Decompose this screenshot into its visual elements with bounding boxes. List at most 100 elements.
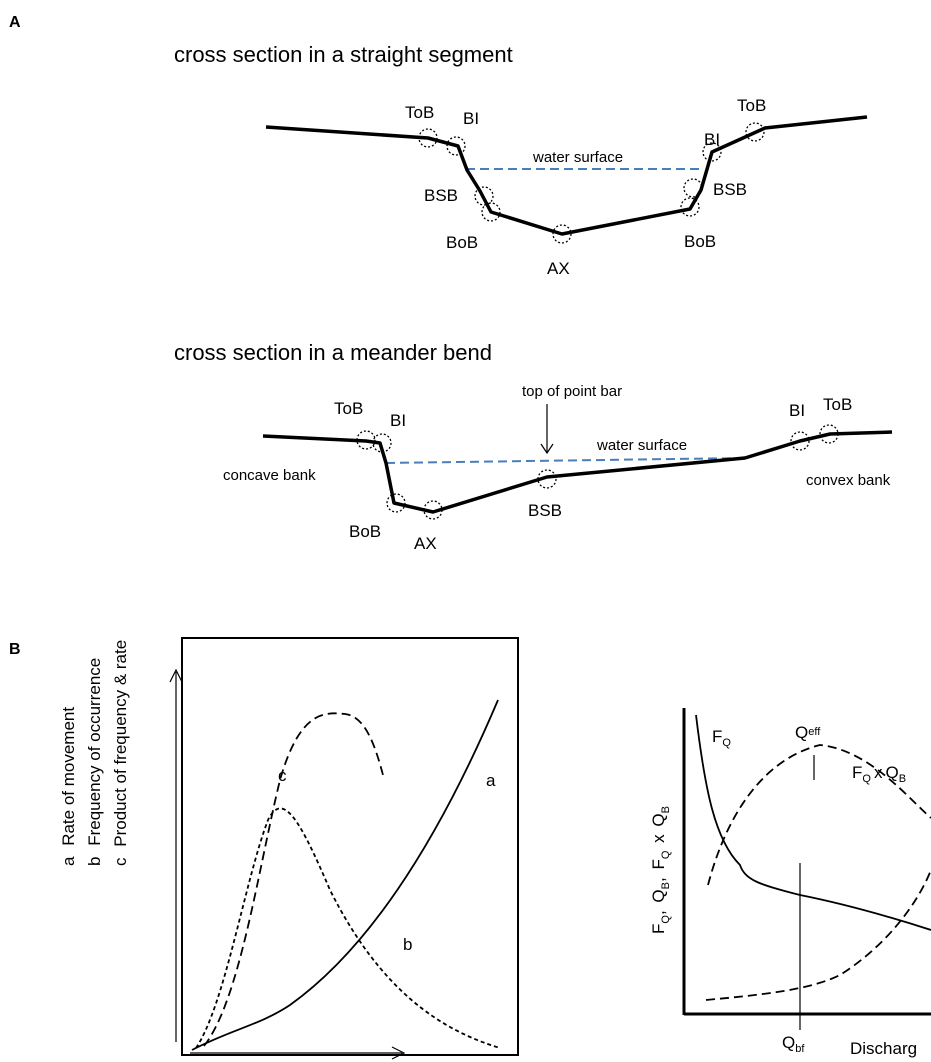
straight-bsb-right-marker — [683, 178, 703, 198]
meander-ax-label: AX — [414, 534, 437, 553]
ylab-comma1: , — [649, 910, 668, 915]
curve-fq-x-qb — [707, 744, 931, 886]
legend-item-c: c Product of frequency & rate — [111, 640, 130, 866]
left-plot-frame — [181, 637, 519, 1056]
left-plot: a Rate of movement b Frequency of occurr… — [59, 637, 519, 1060]
straight-tob-left-marker — [418, 128, 438, 148]
legend-item-b: b Frequency of occurrence — [85, 658, 104, 866]
curve-c-label: c — [278, 766, 287, 785]
straight-bsb-left-marker — [474, 186, 494, 206]
curve-a-label: a — [486, 771, 496, 790]
ylab-comma2: , — [649, 877, 668, 882]
meander-cross-section: cross section in a meander bend top of p… — [174, 340, 893, 553]
legend-b-key: b — [85, 857, 104, 866]
meander-tob-left-marker — [356, 430, 376, 450]
q-eff-label: Qeff — [795, 723, 821, 742]
meander-tob-right-marker — [819, 424, 839, 444]
meander-tob-right-label: ToB — [823, 395, 852, 414]
legend-c-text: Product of frequency & rate — [111, 640, 130, 847]
fqxqb-q: Q — [862, 773, 871, 785]
discharge-axis-label: Discharg — [850, 1039, 917, 1058]
fqxqb-b: B — [899, 773, 906, 785]
curve-b-label: b — [403, 935, 412, 954]
ylab-f1: F — [649, 924, 668, 934]
straight-bi-left-label: BI — [463, 109, 479, 128]
curve-b-frequency — [195, 807, 501, 1049]
q-bf-label: Qbf — [782, 1033, 805, 1055]
legend-c-group: c Product of frequency & rate — [111, 640, 130, 866]
legend-a-key: a — [59, 856, 78, 866]
straight-ax-marker — [552, 224, 572, 244]
meander-channel-profile — [262, 430, 893, 514]
meander-water-surface-label: water surface — [596, 437, 687, 454]
straight-bsb-left-label: BSB — [424, 186, 458, 205]
straight-bob-right-label: BoB — [684, 232, 716, 251]
legend-item-a: a Rate of movement — [59, 707, 78, 866]
concave-bank-label: concave bank — [223, 467, 316, 484]
q-eff-sub: eff — [808, 726, 821, 738]
ylab-b1: B — [660, 882, 672, 889]
ylab-q2: Q — [649, 889, 668, 902]
meander-bsb-marker — [537, 469, 557, 489]
right-plot: FQ, QB, FQ x QB FQ Qeff FQ x QB Qbf D — [649, 708, 931, 1058]
ylab-b2: B — [660, 806, 672, 813]
left-y-arrow-head — [169, 668, 183, 683]
straight-title: cross section in a straight segment — [174, 42, 513, 67]
ylab-q3: Q — [660, 850, 672, 859]
straight-bi-right-label: BI — [704, 130, 720, 149]
straight-bi-right-marker — [702, 142, 722, 162]
fqxqb-f: F — [852, 763, 862, 782]
meander-tob-left-label: ToB — [334, 399, 363, 418]
fq-x-qb-label: FQ x QB — [852, 763, 906, 785]
meander-bi-left-label: BI — [390, 411, 406, 430]
left-plot-legend: a Rate of movement — [59, 707, 78, 866]
curve-c-product — [203, 712, 384, 1047]
fqxqb-x: x — [874, 763, 883, 782]
straight-bi-left-marker — [446, 136, 466, 156]
legend-c-key: c — [111, 857, 130, 866]
curve-qb — [705, 869, 931, 1001]
curve-fq — [695, 714, 931, 931]
q-bf-sub: bf — [795, 1043, 805, 1055]
ylab-q4: Q — [649, 813, 668, 826]
straight-bob-left-label: BoB — [446, 233, 478, 252]
q-eff-main: Q — [795, 723, 808, 742]
ylab-q1: Q — [660, 915, 672, 924]
legend-b-group: b Frequency of occurrence — [85, 658, 104, 866]
meander-bob-label: BoB — [349, 522, 381, 541]
meander-ax-marker — [423, 500, 443, 520]
straight-bob-right-marker — [680, 197, 700, 217]
point-bar-arrow-head — [540, 443, 554, 455]
meander-bsb-label: BSB — [528, 501, 562, 520]
fq-label: FQ — [712, 727, 731, 749]
straight-ax-label: AX — [547, 259, 570, 278]
straight-channel-profile — [265, 115, 868, 236]
right-y-axis-label: FQ, QB, FQ x QB — [649, 806, 673, 934]
panel-a-label: A — [9, 14, 21, 31]
straight-cross-section: cross section in a straight segment wate… — [174, 42, 868, 278]
convex-bank-label: convex bank — [806, 472, 891, 489]
meander-bi-right-marker — [790, 431, 810, 451]
fq-sub: Q — [722, 737, 731, 749]
straight-bsb-right-label: BSB — [713, 180, 747, 199]
meander-bi-right-label: BI — [789, 401, 805, 420]
legend-b-text: Frequency of occurrence — [85, 658, 104, 846]
curve-a-rate-of-movement — [191, 699, 499, 1051]
top-of-point-bar-label: top of point bar — [522, 383, 622, 400]
q-bf-main: Q — [782, 1033, 795, 1052]
fqxqb-qb: Q — [885, 763, 898, 782]
straight-water-surface-label: water surface — [532, 149, 623, 166]
meander-water-surface-line — [385, 457, 746, 464]
ylab-x: x — [649, 834, 668, 843]
meander-title: cross section in a meander bend — [174, 340, 492, 365]
panel-b-label: B — [9, 641, 21, 658]
straight-tob-right-label: ToB — [737, 96, 766, 115]
fq-main: F — [712, 727, 722, 746]
legend-a-text: Rate of movement — [59, 707, 78, 846]
left-x-arrow-head — [391, 1046, 406, 1060]
right-y-label-group: FQ, QB, FQ x QB — [649, 806, 673, 934]
meander-bi-left-marker — [372, 433, 392, 453]
straight-bob-left-marker — [481, 202, 501, 222]
straight-tob-right-marker — [745, 122, 765, 142]
